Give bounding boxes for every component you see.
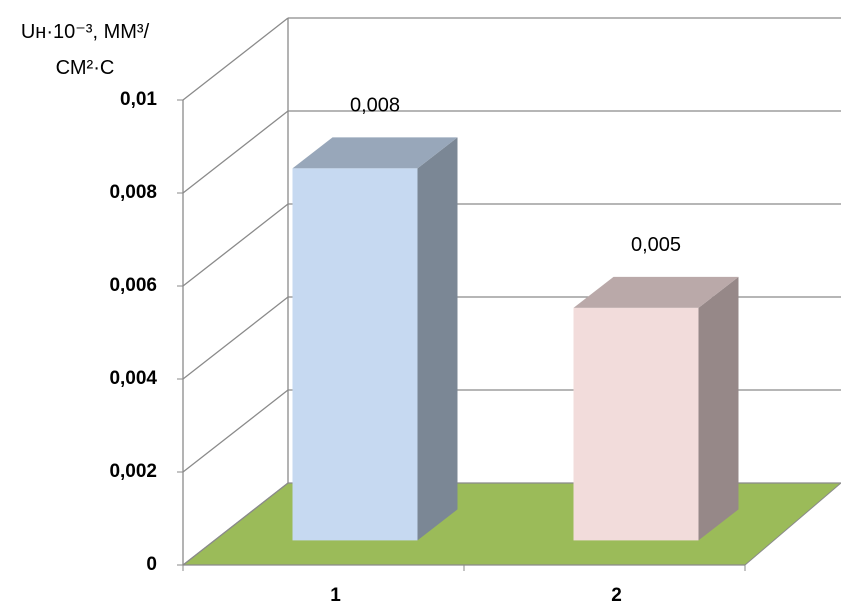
bar-top [292,137,458,169]
x-tick-label: 1 [330,585,341,605]
grid-line [182,482,289,566]
y-tick-label: 0,004 [109,368,157,389]
y-tick-label: 0,01 [120,89,157,110]
grid-line [182,17,289,101]
value-label: 0,008 [350,95,400,117]
bar-side [417,137,458,541]
grid-line [182,389,289,473]
y-tick-label: 0,008 [109,182,157,203]
bar [292,168,418,541]
grid-line [182,203,289,287]
grid-line [182,296,289,380]
y-axis-label: Uн·10⁻³, ММ³/СМ²·С [20,21,150,79]
bar-top [573,276,739,308]
y-tick-label: 0,002 [109,461,157,482]
bar-side [698,276,739,541]
x-tick-label: 2 [611,585,622,605]
grid-line [182,110,289,194]
bar [573,307,699,541]
value-label: 0,005 [631,234,681,256]
floor [181,482,841,566]
y-tick-label: 0,006 [109,275,157,296]
y-tick-label: 0 [146,554,157,575]
